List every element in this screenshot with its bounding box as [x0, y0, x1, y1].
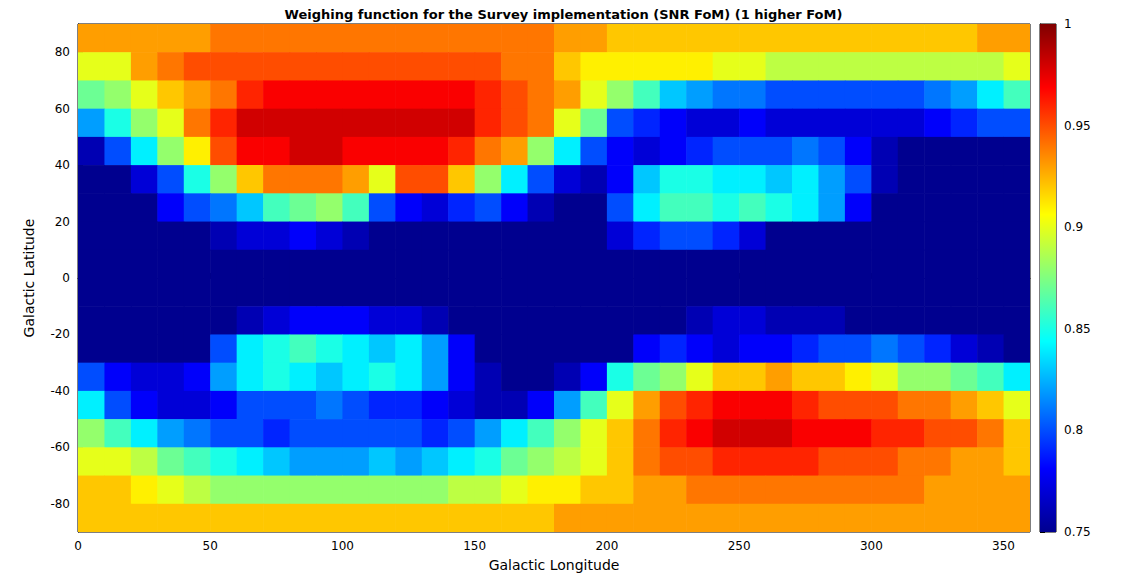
svg-text:0.95: 0.95: [1064, 119, 1091, 133]
svg-text:150: 150: [463, 539, 486, 553]
svg-text:200: 200: [595, 539, 618, 553]
svg-text:0.75: 0.75: [1064, 525, 1091, 539]
svg-text:250: 250: [728, 539, 751, 553]
svg-text:60: 60: [55, 102, 70, 116]
svg-text:0.9: 0.9: [1064, 220, 1083, 234]
svg-text:20: 20: [55, 215, 70, 229]
svg-text:Galactic Longitude: Galactic Longitude: [489, 557, 620, 573]
svg-text:100: 100: [331, 539, 354, 553]
svg-text:0: 0: [62, 271, 70, 285]
svg-text:0: 0: [74, 539, 82, 553]
svg-text:-40: -40: [50, 384, 70, 398]
svg-text:300: 300: [860, 539, 883, 553]
svg-text:0.85: 0.85: [1064, 322, 1091, 336]
svg-text:Weighing function for the Surv: Weighing function for the Survey impleme…: [285, 7, 843, 22]
svg-text:80: 80: [55, 45, 70, 59]
svg-text:-60: -60: [50, 440, 70, 454]
svg-text:-20: -20: [50, 327, 70, 341]
svg-text:-80: -80: [50, 497, 70, 511]
svg-text:40: 40: [55, 158, 70, 172]
svg-text:1: 1: [1064, 17, 1072, 31]
svg-text:Galactic Latitude: Galactic Latitude: [21, 219, 37, 338]
svg-text:350: 350: [992, 539, 1015, 553]
svg-text:0.8: 0.8: [1064, 423, 1083, 437]
svg-text:50: 50: [203, 539, 218, 553]
